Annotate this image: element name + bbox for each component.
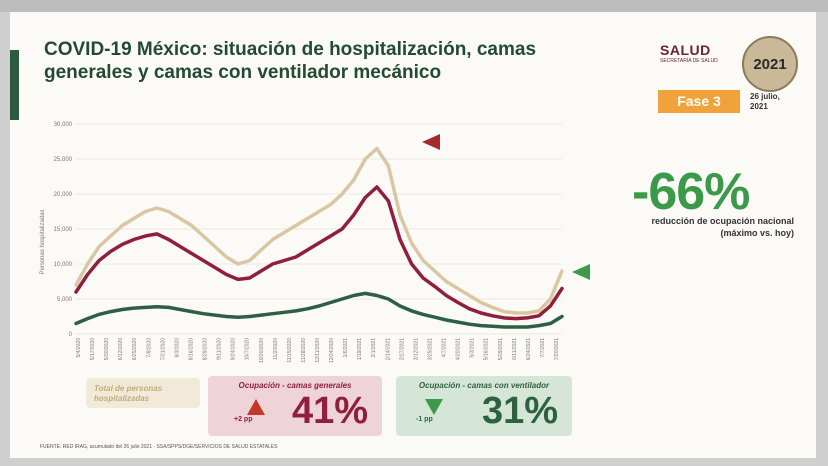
x-tick-label: 9/11/2020: [217, 338, 223, 360]
x-tick-label: 7/20/2021: [554, 338, 560, 360]
x-tick-label: 5/17/2020: [90, 338, 96, 360]
y-tick-label: 25,000: [54, 157, 73, 163]
x-tick-label: 6/25/2020: [132, 338, 138, 360]
legend-ventilator-value: 31%: [481, 390, 558, 432]
x-tick-label: 9/24/2020: [231, 338, 237, 360]
x-tick-label: 6/24/2021: [526, 338, 532, 360]
page-title: COVID-19 México: situación de hospitaliz…: [44, 39, 537, 83]
y-tick-label: 0: [69, 332, 73, 338]
x-tick-label: 10/20/2020: [259, 338, 265, 363]
x-tick-label: 2/14/2021: [385, 338, 391, 360]
series-line-2: [74, 291, 564, 329]
accent-bar: [10, 50, 19, 120]
x-tick-label: 3/25/2021: [427, 338, 433, 360]
x-tick-label: 7/8/2020: [146, 338, 152, 358]
legend-ventilator-change: -1 pp: [416, 416, 433, 423]
x-tick-label: 2/27/2021: [399, 338, 405, 360]
arrow-up-icon: [247, 399, 265, 415]
peak-marker-icon: [422, 134, 440, 150]
reduction-label: reducción de ocupación nacional (máximo …: [651, 216, 794, 238]
x-tick-label: 1/6/2021: [343, 338, 349, 358]
legend-total: Total de personas hospitalizadas: [86, 378, 200, 408]
x-tick-label: 8/29/2020: [203, 338, 209, 360]
logo-subtext: SECRETARÍA DE SALUD: [660, 58, 718, 64]
legend-general-change: +2 pp: [234, 416, 253, 423]
current-marker-icon: [572, 264, 590, 280]
x-tick-label: 8/3/2020: [174, 338, 180, 358]
x-tick-label: 11/28/2020: [301, 338, 307, 363]
x-tick-label: 12/24/2020: [329, 338, 335, 363]
x-tick-label: 1/19/2021: [357, 338, 363, 360]
y-tick-label: 10,000: [54, 262, 73, 268]
source-note: FUENTE: RED IRAG, acumulado del 26 julio…: [40, 444, 278, 450]
logo-text: SALUD: [660, 42, 711, 58]
x-tick-label: 10/7/2020: [245, 338, 251, 360]
arrow-down-icon: [425, 399, 443, 415]
x-tick-label: 5/4/2020: [76, 338, 82, 358]
x-tick-label: 6/12/2020: [118, 338, 124, 360]
legend-ventilator: Ocupación - camas con ventilador -1 pp 3…: [396, 376, 572, 436]
y-tick-label: 5,000: [57, 297, 73, 303]
x-tick-label: 4/20/2021: [456, 338, 462, 360]
series-line-1: [74, 185, 564, 321]
x-tick-label: 12/11/2020: [315, 338, 321, 363]
x-tick-label: 11/15/2020: [287, 338, 293, 363]
x-tick-label: 7/7/2021: [540, 338, 546, 358]
y-tick-label: 30,000: [54, 122, 73, 128]
phase-badge: Fase 3: [658, 90, 740, 113]
x-tick-label: 7/21/2020: [160, 338, 166, 360]
legend-general-value: 41%: [291, 390, 368, 432]
y-tick-label: 15,000: [54, 227, 73, 233]
frame-top: [0, 0, 828, 12]
x-tick-label: 5/3/2021: [470, 338, 476, 358]
x-tick-label: 11/2/2020: [273, 338, 279, 360]
seal-text: 2021: [753, 56, 787, 73]
x-tick-label: 8/16/2020: [188, 338, 194, 360]
y-axis-label: Personas hospitalizadas: [40, 209, 46, 274]
legend-general: Ocupación - camas generales +2 pp 41%: [208, 376, 382, 436]
x-tick-label: 2/1/2021: [371, 338, 377, 358]
legend-total-label: Total de personas hospitalizadas: [94, 384, 163, 403]
y-tick-label: 20,000: [54, 192, 73, 198]
legend-general-label: Ocupación - camas generales: [238, 381, 352, 390]
slide: COVID-19 México: situación de hospitaliz…: [10, 12, 816, 458]
hospitalization-chart: 0 5,000 10,000 15,000 20,000 25,000 30,000 Per…: [40, 122, 590, 363]
x-tick-label: 4/7/2021: [442, 338, 448, 358]
x-tick-label: 5/30/2020: [104, 338, 110, 360]
x-tick-label: 5/16/2021: [484, 338, 490, 360]
date-label: 26 julio, 2021: [750, 92, 780, 111]
x-tick-label: 6/11/2021: [512, 338, 518, 360]
salud-logo: SALUD SECRETARÍA DE SALUD: [660, 42, 718, 64]
x-tick-label: 3/12/2021: [413, 338, 419, 360]
series-line-0: [74, 146, 564, 315]
x-tick-label: 5/29/2021: [498, 338, 504, 360]
seal-2021-icon: 2021: [742, 36, 798, 92]
reduction-value: -66%: [632, 163, 750, 221]
legend-ventilator-label: Ocupación - camas con ventilador: [418, 381, 550, 390]
